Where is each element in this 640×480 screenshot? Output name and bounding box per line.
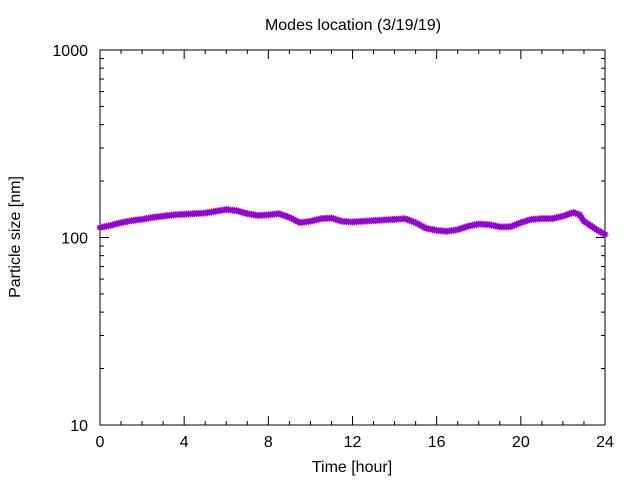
x-tick-label: 20 (512, 434, 530, 451)
series-point (506, 223, 514, 231)
series-point (561, 211, 569, 219)
series-point (407, 217, 415, 225)
series-point (279, 211, 287, 219)
series-point (405, 216, 413, 224)
series-point (418, 222, 426, 230)
y-tick-label: 10 (70, 418, 88, 435)
series-point (559, 212, 567, 220)
series-point (567, 209, 575, 217)
x-tick-labels: 0 4 8 12 16 20 24 (96, 434, 614, 451)
series-point (456, 225, 464, 233)
series-point (517, 219, 525, 227)
series-point (290, 216, 298, 223)
series-point (416, 221, 424, 229)
series-point (281, 212, 289, 220)
series-point (593, 226, 601, 234)
series-point (414, 220, 422, 228)
series-point (285, 213, 293, 221)
series-point (412, 219, 420, 227)
series-point (521, 217, 529, 225)
series-point (460, 224, 468, 232)
series-point (511, 221, 519, 229)
series-point (401, 215, 409, 223)
series-point (403, 215, 411, 223)
y-axis-label: Particle size [nm] (7, 176, 24, 298)
series-point (336, 217, 344, 225)
series-point (458, 224, 466, 232)
x-tick-label: 12 (344, 434, 362, 451)
series-point (565, 210, 573, 218)
series-point (294, 218, 302, 226)
series-point (420, 223, 428, 231)
series-point (327, 214, 335, 222)
series-point (277, 210, 285, 218)
series-plot (96, 206, 609, 238)
x-tick-label: 24 (596, 434, 614, 451)
plot-frame (99, 49, 606, 426)
series-point (330, 215, 338, 223)
series-point (523, 217, 531, 225)
series-point (508, 222, 516, 230)
y-tick-labels: 10 100 1000 (52, 43, 88, 435)
series-point (597, 228, 605, 236)
x-tick-label: 4 (180, 434, 189, 451)
x-tick-label: 8 (264, 434, 273, 451)
series-point (410, 218, 418, 226)
x-tick-label: 16 (428, 434, 446, 451)
y-tick-label: 100 (61, 231, 88, 248)
series-point (292, 217, 300, 225)
series-point (601, 230, 609, 238)
series-point (513, 220, 521, 228)
series-point (287, 214, 295, 222)
series-point (283, 213, 291, 221)
y-tick-label: 1000 (52, 43, 88, 60)
x-tick-label: 0 (96, 434, 105, 451)
chart-title: Modes location (3/19/19) (265, 17, 441, 34)
series-point (572, 209, 580, 217)
series-point (563, 211, 571, 219)
series-point (576, 211, 584, 219)
series-point (578, 214, 586, 222)
series-point (332, 215, 340, 223)
series-point (525, 216, 533, 224)
axis-ticks (99, 49, 606, 426)
x-axis-label: Time [hour] (312, 459, 392, 476)
series-point (519, 218, 527, 226)
series-point (574, 210, 582, 218)
series-point (462, 223, 470, 231)
series-point (454, 226, 462, 234)
series-point (334, 216, 342, 224)
series-point (599, 229, 607, 237)
series-point (569, 208, 577, 216)
series-point (275, 210, 283, 218)
series-point (595, 227, 603, 235)
series-point (515, 219, 523, 227)
